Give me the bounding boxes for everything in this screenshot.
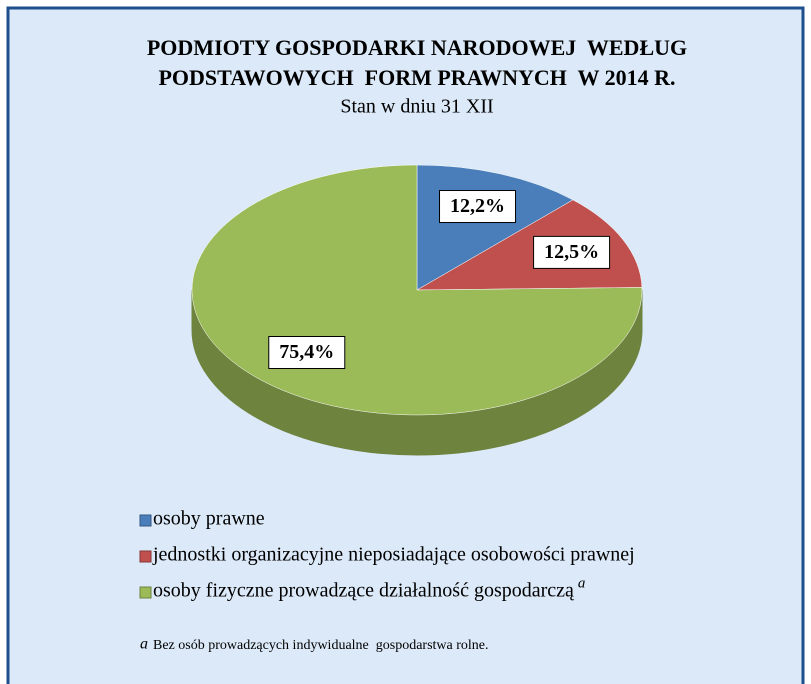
chart-subtitle: Stan w dniu 31 XII (340, 96, 493, 118)
footnote-marker: a (578, 575, 586, 591)
legend-label: jednostki organizacyjne nieposiadające o… (152, 544, 635, 566)
data-label: 12,2% (450, 195, 505, 217)
chart-title: PODMIOTY GOSPODARKI NARODOWEJ WEDŁUG (147, 35, 687, 60)
pie: 12,2% 12,5% 75,4% (191, 164, 643, 456)
legend-swatch (139, 514, 152, 527)
legend: osoby prawne jednostki organizacyjne niep… (139, 508, 635, 602)
data-label: 12,5% (544, 241, 599, 263)
footnote: Bez osób prowadzących indywidualne gospo… (153, 638, 489, 653)
data-label-box (268, 335, 346, 369)
legend-swatch (139, 586, 152, 599)
chart-title: PODSTAWOWYCH FORM PRAWNYCH W 2014 R. (158, 65, 675, 90)
data-label: 75,4% (279, 341, 334, 363)
footnote-marker: a (140, 636, 148, 653)
legend-label: osoby fizyczne prowadzące działalność go… (153, 580, 575, 602)
legend-swatch (139, 550, 152, 563)
legend-label: osoby prawne (153, 508, 265, 530)
data-label-box (533, 235, 611, 269)
data-label-box (439, 190, 517, 224)
